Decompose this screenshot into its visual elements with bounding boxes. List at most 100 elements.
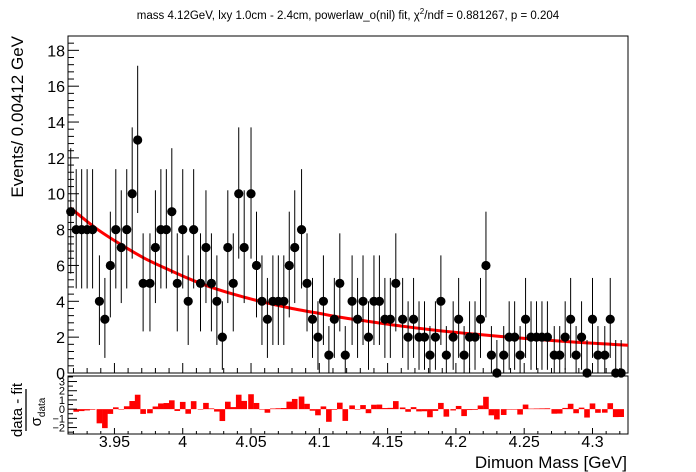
- pull-bar: [309, 409, 316, 411]
- data-marker: [542, 332, 553, 342]
- data-marker: [302, 278, 312, 288]
- pull-bar: [298, 396, 305, 410]
- pull-bar: [506, 409, 512, 410]
- data-point: [87, 169, 98, 289]
- pull-y-tick-label: −2: [52, 423, 65, 435]
- data-marker: [329, 314, 339, 324]
- data-point: [296, 169, 307, 289]
- data-marker: [419, 332, 430, 342]
- data-marker: [313, 332, 323, 342]
- data-marker: [520, 314, 531, 324]
- data-point: [441, 326, 451, 373]
- data-point: [419, 301, 430, 370]
- pull-bar: [235, 394, 242, 410]
- data-point: [391, 233, 401, 332]
- data-point: [161, 169, 171, 289]
- data-point: [206, 233, 217, 332]
- data-point: [616, 340, 626, 378]
- data-marker: [454, 314, 464, 324]
- pull-bar: [466, 409, 473, 411]
- pull-bar: [140, 409, 146, 414]
- pull-bar: [259, 409, 265, 410]
- data-point: [189, 169, 199, 289]
- pull-bar: [280, 408, 287, 410]
- data-point: [555, 326, 565, 373]
- data-point: [307, 277, 318, 358]
- data-marker: [290, 242, 300, 253]
- data-point: [111, 169, 121, 289]
- x-axis-ticks: [72, 363, 621, 373]
- data-marker: [385, 314, 395, 324]
- y-tick-label: 10: [47, 187, 65, 204]
- pull-bar: [286, 401, 293, 410]
- data-marker: [87, 224, 98, 235]
- data-point: [459, 326, 469, 373]
- data-marker: [122, 224, 132, 235]
- data-point: [100, 277, 110, 358]
- data-marker: [127, 189, 137, 199]
- data-marker: [515, 350, 525, 360]
- data-point: [600, 326, 610, 373]
- pull-bar: [224, 401, 231, 410]
- pull-bar: [158, 403, 164, 410]
- data-point: [279, 255, 289, 345]
- pull-bar: [562, 407, 568, 410]
- x-tick-label: 4.05: [235, 434, 266, 451]
- data-marker: [167, 207, 177, 217]
- pull-bar: [517, 409, 523, 415]
- pull-bar: [365, 409, 372, 414]
- data-marker: [347, 296, 357, 306]
- data-point: [145, 233, 155, 332]
- data-point: [66, 148, 76, 274]
- pull-bar: [304, 403, 310, 410]
- pull-bar: [320, 406, 327, 410]
- pull-bar: [443, 409, 450, 417]
- pull-bar: [556, 409, 563, 414]
- data-point: [217, 301, 227, 370]
- data-marker: [441, 350, 451, 360]
- pull-bar: [607, 403, 614, 410]
- pull-bar: [253, 402, 260, 410]
- pull-bar: [382, 408, 388, 410]
- data-marker: [145, 278, 155, 288]
- data-marker: [111, 224, 121, 235]
- data-marker: [391, 278, 401, 288]
- data-point: [302, 233, 312, 332]
- data-point: [576, 301, 587, 370]
- data-marker: [234, 189, 244, 199]
- pull-y-axis-label: data - fit σdata: [9, 382, 48, 437]
- y-tick-label: 16: [47, 79, 65, 96]
- pull-bar: [573, 409, 579, 414]
- pull-bar: [427, 409, 433, 418]
- data-point: [178, 169, 188, 289]
- data-marker: [475, 314, 486, 324]
- data-point: [358, 255, 368, 345]
- data-marker: [600, 350, 610, 360]
- data-point: [470, 301, 480, 370]
- data-marker: [178, 224, 188, 235]
- data-marker: [398, 314, 408, 324]
- y-axis-label: Events/ 0.00412 GeV: [8, 35, 27, 197]
- pull-bar: [567, 403, 574, 410]
- pull-bar: [96, 409, 103, 424]
- pull-bar: [533, 408, 540, 410]
- data-point: [352, 277, 363, 358]
- pull-bar: [494, 409, 500, 420]
- x-tick-label: 4.1: [308, 434, 330, 451]
- data-marker: [374, 296, 385, 306]
- x-tick-label: 4.3: [581, 434, 603, 451]
- data-marker: [133, 135, 143, 145]
- data-point: [150, 190, 161, 304]
- pull-bar: [197, 409, 204, 410]
- data-point: [587, 277, 598, 358]
- pull-y-tick-label: 3: [59, 377, 65, 389]
- data-point: [251, 211, 262, 318]
- data-point: [313, 301, 323, 370]
- data-marker: [239, 242, 249, 253]
- y-tick-label: 14: [47, 115, 65, 132]
- pull-bar: [73, 409, 80, 412]
- data-point: [515, 326, 525, 373]
- pull-bar: [584, 409, 590, 418]
